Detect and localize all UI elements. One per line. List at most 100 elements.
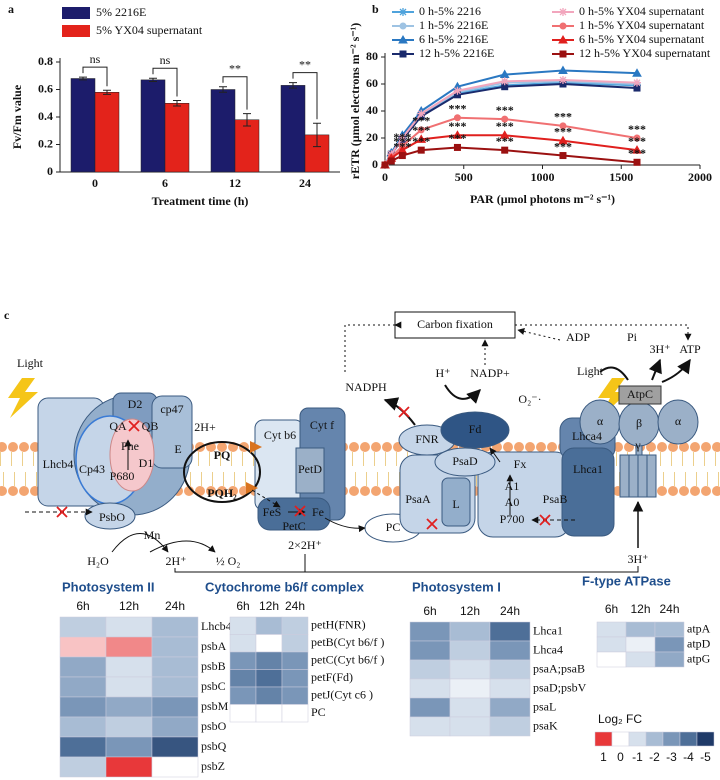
- error-bar: [289, 82, 297, 89]
- row-label: psbQ: [201, 739, 227, 753]
- heatmap-cell: [489, 716, 531, 737]
- fd: [440, 411, 510, 449]
- point: [559, 152, 567, 160]
- diagram-label: H₂O: [87, 554, 109, 568]
- point: [632, 145, 642, 154]
- row-label: petF(Fd): [311, 670, 353, 684]
- lipid-head: [360, 486, 370, 496]
- column-label: 6h: [76, 599, 89, 613]
- point: [558, 65, 568, 74]
- column-label: 24h: [285, 599, 305, 613]
- heatmap-cell: [654, 651, 685, 668]
- heatmap-cell: [59, 716, 107, 738]
- significance-label: ***: [496, 103, 514, 117]
- legend-label: 5% 2216E: [96, 5, 146, 19]
- heatmap-cell: [281, 704, 309, 723]
- column-label: 12h: [630, 602, 650, 616]
- lhca1: [561, 447, 615, 537]
- row-label: psbC: [201, 679, 226, 693]
- y-tick-label: 80: [366, 49, 378, 63]
- diagram-label: PC: [386, 520, 401, 534]
- heatmap-title: Cytochrome b6/f complex: [205, 579, 365, 594]
- pq-mark: [246, 482, 258, 494]
- diagram-label: 2H+: [194, 420, 216, 434]
- heatmap-cell: [255, 669, 283, 688]
- x-tick-label: 6: [162, 176, 168, 190]
- x-tick-label: 0: [92, 176, 98, 190]
- x-tick-label: 12: [229, 176, 241, 190]
- lipid-head: [712, 486, 720, 496]
- y-tick-label: 60: [366, 76, 378, 90]
- scale-swatch: [628, 731, 647, 747]
- heatmap-cell: [489, 621, 531, 642]
- significance-bracket: [222, 76, 248, 110]
- diagram-label: PsaA: [405, 492, 431, 506]
- heatmap-cell: [105, 676, 153, 698]
- scale-tick-label: -5: [700, 750, 711, 764]
- diagram-label: PsaB: [543, 492, 568, 506]
- heatmap-cell: [281, 686, 309, 705]
- heatmap-cell: [489, 659, 531, 680]
- lipid-head: [349, 486, 359, 496]
- point: [398, 152, 406, 160]
- point: [501, 146, 509, 154]
- heatmap-cell: [281, 651, 309, 670]
- significance-bracket: [292, 72, 318, 120]
- row-label: psaK: [533, 718, 558, 732]
- y-tick-label: 20: [366, 130, 378, 144]
- heatmap-cell: [59, 756, 107, 778]
- lipid-head: [701, 442, 711, 452]
- diagram-label: cp47: [160, 402, 183, 416]
- heatmap-cell: [255, 651, 283, 670]
- lipid-head: [195, 486, 205, 496]
- bar: [234, 119, 260, 173]
- diagram-label: Phe: [121, 439, 139, 453]
- row-label: psbA: [201, 639, 227, 653]
- point: [417, 146, 425, 154]
- lipid-head: [690, 442, 700, 452]
- point: [453, 143, 461, 151]
- pq-cycle: [183, 441, 261, 503]
- significance-label: ***: [448, 119, 466, 133]
- diagram-label: Cyt f: [310, 418, 334, 432]
- diagram-label: Cyt b6: [264, 428, 296, 442]
- x-tick-label: 24: [299, 176, 311, 190]
- error-bar: [79, 76, 87, 81]
- heatmap-cell: [229, 669, 257, 688]
- column-label: 12h: [460, 604, 480, 618]
- diagram-label: P700: [500, 512, 525, 526]
- point: [558, 75, 567, 84]
- diagram-label: A0: [505, 495, 520, 509]
- bar: [210, 89, 236, 173]
- diagram-label: Light: [577, 364, 604, 378]
- lipid-head: [0, 442, 7, 452]
- inhibition-mark: [128, 420, 140, 432]
- column-label: 6h: [236, 599, 249, 613]
- lipid-head: [19, 486, 29, 496]
- point: [398, 134, 407, 142]
- point: [633, 134, 641, 142]
- point: [559, 22, 567, 30]
- arrow: [444, 384, 481, 404]
- lipid-head: [360, 442, 370, 452]
- point: [399, 50, 407, 58]
- panel-label: b: [372, 2, 379, 16]
- y-tick-label: 0: [372, 157, 378, 171]
- row-label: atpA: [687, 621, 711, 635]
- diagram-label: PQ: [214, 448, 231, 462]
- x-axis-label: PAR (μmol photons m⁻² s⁻¹): [470, 192, 615, 206]
- lipid-head: [349, 442, 359, 452]
- x-tick-label: 0: [382, 170, 388, 184]
- heatmap-cell: [409, 678, 451, 699]
- scale-title: Log₂ FC: [598, 712, 642, 726]
- error-bar: [149, 77, 157, 83]
- lipid-head: [371, 486, 381, 496]
- diagram-label: ADP: [566, 330, 590, 344]
- diagram-label: Cp43: [79, 462, 105, 476]
- row-label: psbB: [201, 659, 226, 673]
- point: [501, 115, 509, 123]
- x-tick-label: 1000: [531, 170, 555, 184]
- inhibition-mark: [539, 514, 551, 526]
- heatmap-cell: [229, 686, 257, 705]
- diagram-label: 2H⁺: [166, 554, 187, 568]
